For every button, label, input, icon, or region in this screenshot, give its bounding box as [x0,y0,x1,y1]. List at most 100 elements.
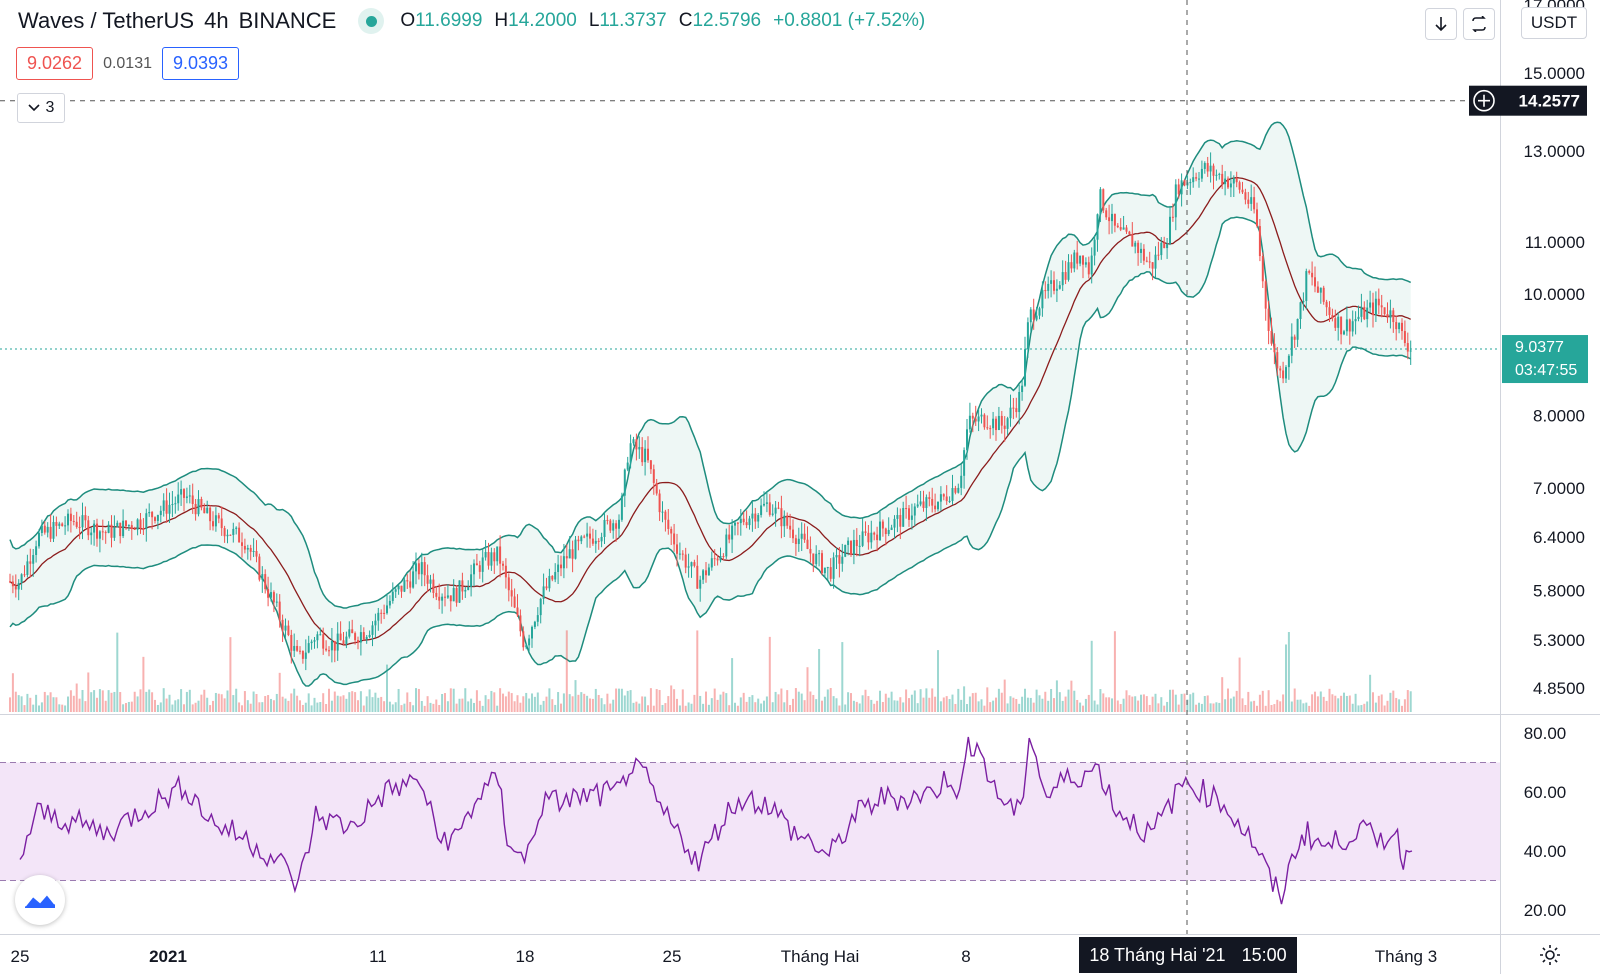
indicator-toggle-button[interactable]: 3 [17,93,65,123]
candle-body [1406,343,1409,352]
arrow-down-button[interactable] [1425,8,1457,40]
volume-bar [687,702,690,712]
interval-label[interactable]: 4h [204,8,229,33]
candle-body [879,521,881,541]
volume-bar [151,692,154,712]
low-label: L [588,10,600,31]
volume-bar [386,664,388,712]
candle-body [925,497,928,508]
candle-body [212,521,214,527]
volume-bar [229,637,232,712]
volume-bar [78,698,81,712]
volume-bar [301,704,304,712]
volume-bar [368,689,371,712]
candle-body [867,532,870,543]
currency-selector[interactable]: USDT [1521,7,1587,39]
volume-bar [1119,704,1122,712]
candle-body [1221,173,1224,185]
rsi-line [19,736,1413,905]
candle-body [777,507,780,509]
candle-body [307,643,310,653]
candle-body [1058,285,1061,289]
symbol-name[interactable]: Waves / TetherUS [18,8,195,33]
candle-body [386,605,388,614]
candle-body [908,508,910,520]
price-tick-label: 5.8000 [1533,582,1585,601]
candle-body [1050,280,1053,284]
candle-body [1392,310,1395,323]
volume-bar [20,696,23,712]
price-tick-label: 4.8500 [1533,679,1585,698]
volume-bar [536,692,539,712]
volume-bar [707,704,710,712]
candle-body [1232,178,1235,184]
volume-bar [603,704,606,712]
volume-bar [1079,702,1082,712]
volume-bar [974,692,977,712]
volume-bar [884,693,887,712]
volume-bar [1026,697,1029,712]
buy-button[interactable]: 9.0393 [162,47,240,80]
volume-bar [90,692,93,712]
volume-bar [119,692,122,712]
candle-body [1018,392,1021,413]
volume-bar [467,701,470,712]
candle-body [43,525,46,533]
volume-bar [470,698,473,712]
volume-bar [496,705,499,712]
candle-body [40,525,43,533]
candle-body [1395,322,1398,330]
candle-body [638,447,641,450]
volume-bar [542,700,545,712]
rsi-band-fill [0,762,1500,881]
candle-body [690,562,693,567]
volume-bar [652,705,655,712]
volume-bar [580,692,583,712]
volume-bar [812,694,815,712]
fullscreen-button[interactable] [1463,8,1495,40]
volume-bar [890,691,893,712]
candle-body [652,469,655,483]
candle-body [1116,225,1119,228]
candle-body [510,590,513,597]
volume-bar [304,702,307,712]
candle-body [1163,242,1166,249]
rsi-axis: 80.00 60.00 40.00 20.00 [1524,724,1567,920]
candle-body [803,533,806,540]
candle-body [1151,262,1154,269]
candle-body [734,522,736,526]
volume-bar [107,690,110,712]
sell-button[interactable]: 9.0262 [16,47,94,80]
volume-bar [1348,695,1351,712]
candle-body [493,552,496,562]
candle-body [441,596,444,601]
candle-body [1235,178,1238,183]
volume-bar [655,689,658,712]
candle-body [415,563,417,572]
candle-body [1348,319,1351,332]
candle-body [351,629,354,634]
tradingview-logo-icon[interactable] [15,875,65,925]
volume-bar [783,702,786,712]
volume-bar [400,705,403,712]
candle-body [1055,288,1058,291]
volume-bar [821,700,823,712]
volume-bar [939,701,942,712]
volume-bar [597,694,600,712]
exchange-label: BINANCE [238,8,337,33]
volume-bar [183,704,185,712]
volume-bar [1325,700,1328,712]
volume-bar [284,698,287,712]
candle-body [1319,287,1322,293]
volume-bar [792,698,794,712]
candle-body [319,634,322,636]
crosshair-date-label: 18 Tháng Hai '21 15:00 [1079,937,1297,973]
volume-bar [1186,699,1189,712]
volume-bar [1203,696,1206,712]
settings-gear-icon[interactable] [1538,943,1562,972]
candle-body [1195,177,1198,179]
candle-body [786,515,789,526]
volume-bar [583,693,586,712]
volume-bar [133,691,136,712]
